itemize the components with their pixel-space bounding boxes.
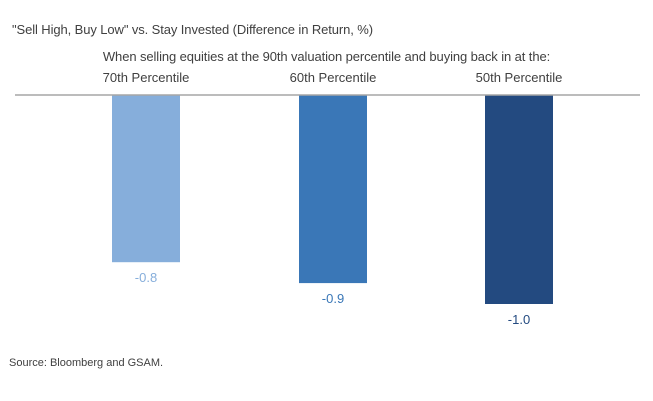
bar-2 xyxy=(299,95,367,284)
bar-1 xyxy=(112,95,180,263)
category-tick-labels: 70th Percentile 60th Percentile 50th Perce… xyxy=(103,70,563,85)
bars-layer xyxy=(112,95,553,304)
chart-subtitle: When selling equities at the 90th valuat… xyxy=(102,49,551,64)
bar-3 xyxy=(485,95,553,304)
category-label-3: 50th Percentile xyxy=(476,70,563,85)
data-labels: -0.8 -0.9 -1.0 xyxy=(135,270,530,327)
source-note: Source: Bloomberg and GSAM. xyxy=(9,357,164,369)
data-label-2: -0.9 xyxy=(322,291,344,306)
chart-title: "Sell High, Buy Low" vs. Stay Invested (… xyxy=(12,22,373,37)
data-label-1: -0.8 xyxy=(135,270,157,285)
data-label-3: -1.0 xyxy=(508,312,530,327)
category-label-2: 60th Percentile xyxy=(290,70,377,85)
category-label-1: 70th Percentile xyxy=(103,70,190,85)
